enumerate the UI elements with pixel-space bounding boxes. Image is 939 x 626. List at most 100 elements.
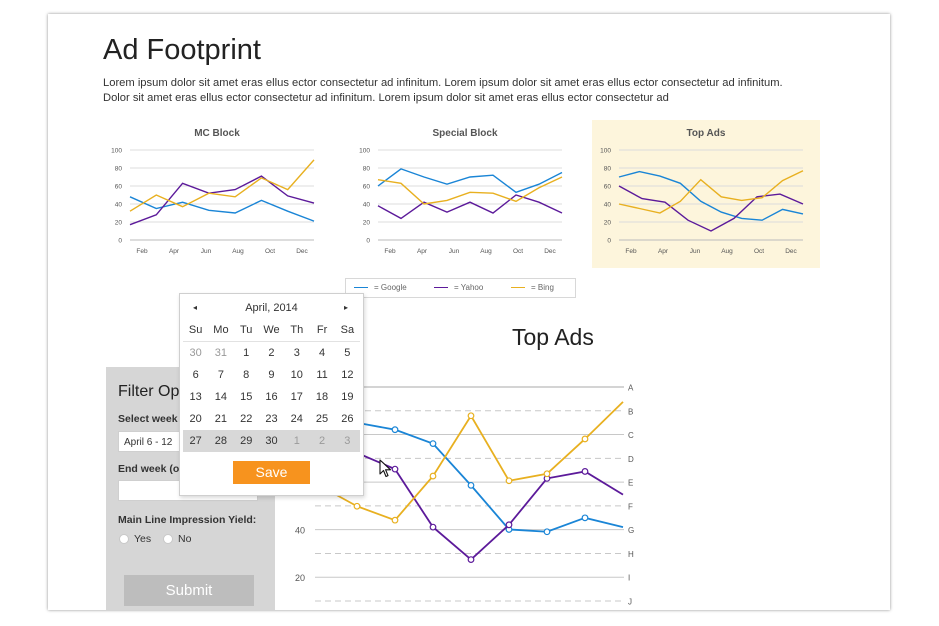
calendar-day[interactable]: 21 [214, 413, 228, 425]
calendar-day[interactable]: 19 [341, 391, 354, 403]
data-point [467, 556, 475, 564]
yield-label: Main Line Impression Yield: [118, 514, 257, 526]
calendar-day[interactable]: 7 [217, 369, 224, 381]
calendar-week-row[interactable]: 13 14 15 16 17 18 19 [183, 386, 360, 408]
right-axis-label: B [628, 407, 633, 416]
calendar-day[interactable]: 26 [341, 413, 354, 425]
y-tick-label: 0 [366, 238, 370, 245]
calendar-day[interactable]: 31 [214, 347, 228, 359]
weekday-header: Th [284, 319, 310, 342]
calendar-day[interactable]: 11 [316, 369, 328, 381]
weekday-header: We [258, 319, 285, 342]
calendar-day[interactable]: 1 [243, 347, 250, 359]
intro-text: Lorem ipsum dolor sit amet eras ellus ec… [103, 77, 783, 104]
calendar-day[interactable]: 17 [290, 391, 303, 403]
series-line-yahoo [618, 185, 804, 232]
calendar-day[interactable]: 5 [344, 347, 351, 359]
calendar-day[interactable]: 20 [189, 413, 202, 425]
series-line-google [129, 196, 315, 222]
page-frame: Ad Footprint Lorem ipsum dolor sit amet … [48, 14, 890, 610]
series-line-bing [618, 170, 804, 214]
calendar-week-row[interactable]: 20 21 22 23 24 25 26 [183, 408, 360, 430]
data-point [505, 477, 513, 485]
calendar-week-row[interactable]: 6 7 8 9 10 11 12 [183, 364, 360, 386]
calendar-day[interactable]: 23 [265, 413, 278, 425]
y-tick-label: 100 [359, 148, 370, 155]
data-point [429, 440, 437, 447]
calendar-day[interactable]: 14 [214, 391, 228, 403]
calendar-day[interactable]: 3 [334, 430, 360, 452]
right-axis-label: H [628, 550, 634, 559]
calendar-week-row[interactable]: 27 28 29 30 1 2 3 [183, 430, 360, 452]
data-point [543, 528, 551, 536]
calendar-day[interactable]: 12 [341, 369, 354, 381]
radio-circle[interactable] [119, 534, 129, 545]
calendar-day[interactable]: 30 [258, 430, 285, 452]
calendar-day[interactable]: 29 [233, 430, 259, 452]
calendar-day[interactable]: 4 [318, 347, 326, 359]
data-point [543, 470, 551, 478]
calendar-week-row[interactable]: 30 31 1 2 3 4 5 [183, 342, 360, 365]
y-tick-label: 0 [607, 238, 611, 245]
legend-label: = Bing [531, 283, 554, 292]
prev-month-icon[interactable]: ◂ [192, 303, 197, 312]
month-label: April, 2014 [245, 302, 298, 314]
y-tick-label: 80 [115, 166, 123, 173]
calendar-day[interactable]: 9 [268, 369, 275, 381]
weekday-header: Fr [309, 319, 335, 342]
calendar-day[interactable]: 24 [290, 413, 303, 425]
no-radio[interactable]: No [163, 533, 191, 545]
x-tick-label: Oct [265, 248, 275, 255]
next-month-icon[interactable]: ▸ [343, 303, 348, 312]
yes-label: Yes [134, 533, 152, 545]
calendar-day[interactable]: 8 [243, 369, 250, 381]
series-line-bing [377, 176, 563, 205]
legend-bing: = Bing [511, 283, 554, 293]
right-axis-label: D [628, 455, 634, 464]
chart-plot: 0 20 40 60 80 100 Feb Apr Jun Aug Oct Dec [111, 148, 315, 255]
y-tick-label: 60 [115, 184, 123, 191]
calendar-day[interactable]: 13 [189, 391, 202, 403]
calendar-day[interactable]: 18 [315, 391, 329, 403]
x-tick-label: Dec [544, 248, 556, 255]
page-title: Ad Footprint [103, 34, 261, 66]
y-tick-label: 20 [604, 220, 612, 227]
calendar-day[interactable]: 30 [189, 347, 202, 359]
calendar-day[interactable]: 16 [265, 391, 278, 403]
calendar-day[interactable]: 3 [293, 347, 300, 359]
top-ads-mini-chart[interactable]: 0 20 40 60 80 100 Feb Apr Jun Aug Oct Dec Top Ads [592, 120, 820, 268]
data-point [391, 426, 399, 434]
y-tick-label: 40 [115, 202, 123, 209]
y-tick-label: 60 [604, 184, 612, 191]
series-line-google [377, 168, 563, 194]
radio-circle[interactable] [163, 534, 173, 545]
series-line-yahoo [377, 194, 563, 220]
legend-label: = Yahoo [454, 283, 484, 292]
yes-radio[interactable]: Yes [119, 533, 151, 545]
data-point [467, 412, 475, 420]
calendar-day[interactable]: 25 [315, 413, 329, 425]
x-tick-label: Feb [384, 248, 396, 255]
calendar-day[interactable]: 27 [183, 430, 209, 452]
x-tick-label: Dec [296, 248, 308, 255]
special-block-chart: 0 20 40 60 80 100 Feb Apr Jun Aug Oct Dec Special B… [351, 120, 579, 268]
legend-google: = Google [354, 283, 407, 293]
calendar-day[interactable]: 28 [208, 430, 234, 452]
calendar-day[interactable]: 2 [268, 347, 275, 359]
weekday-header: Sa [334, 319, 360, 342]
calendar-day[interactable]: 22 [240, 413, 253, 425]
y-tick-label: 20 [115, 220, 123, 227]
chart-plot: 0 20 40 60 80 100 Feb Apr Jun Aug Oct Dec [359, 148, 563, 255]
calendar-day[interactable]: 2 [309, 430, 335, 452]
calendar-day[interactable]: 10 [290, 369, 303, 381]
calendar-day[interactable]: 1 [284, 430, 310, 452]
calendar-day[interactable]: 15 [240, 391, 253, 403]
save-button[interactable]: Save [233, 461, 310, 484]
legend-label: = Google [374, 283, 407, 292]
calendar-day[interactable]: 6 [192, 369, 199, 381]
submit-button[interactable]: Submit [124, 575, 254, 606]
chart-legend: = Google = Yahoo = Bing [345, 278, 576, 298]
x-tick-label: Jun [449, 248, 460, 255]
mouse-cursor-icon [379, 459, 392, 478]
y-tick-label: 100 [600, 148, 611, 155]
